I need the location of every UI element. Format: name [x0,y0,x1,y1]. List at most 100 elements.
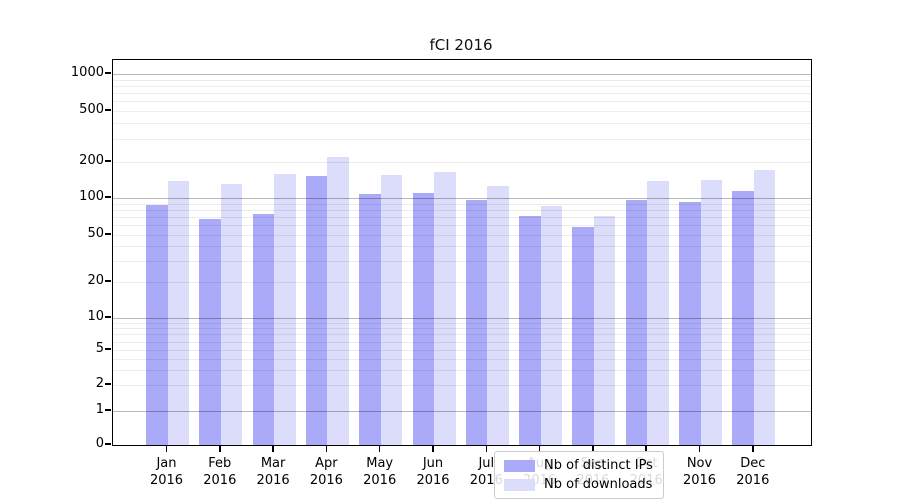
y-tick-mark [105,280,111,282]
x-tick-mark [432,446,434,452]
gridline-minor [113,322,811,324]
y-tick-label: 200 [79,153,104,168]
gridline-minor [113,101,811,103]
x-tick-label: Feb 2016 [203,456,237,488]
gridline-minor [113,139,811,141]
y-tick-label: 1 [95,402,104,417]
gridline-minor [113,235,811,236]
y-tick-mark [105,316,111,318]
y-tick-mark [105,383,111,385]
y-tick-label: 1000 [70,65,104,80]
legend-item-distinct-ips: Nb of distinct IPs [504,458,653,473]
x-tick-mark [538,446,541,452]
bar-downloads-aug [540,206,563,445]
x-tick-label: Apr 2016 [309,456,343,488]
x-tick-label: Mar 2016 [256,456,290,488]
legend: Nb of distinct IPs Nb of downloads [494,451,664,499]
gridline-major [113,74,811,75]
gridline-minor [113,79,811,81]
bar-downloads-jan [167,181,189,445]
y-tick-mark [105,72,111,74]
gridline-minor [113,341,811,343]
y-tick-mark [105,196,111,198]
gridline-minor [113,162,811,163]
gridline-minor [113,369,811,371]
gridline-minor [113,111,811,112]
y-tick-label: 500 [79,102,104,117]
gridline-minor [113,261,811,263]
y-tick-label: 2 [95,376,104,391]
y-tick-label: 5 [95,341,104,356]
bar-distinct-ips-mar [252,214,275,445]
y-tick-mark [105,233,111,235]
y-tick-mark [105,109,111,111]
x-tick-mark [219,446,221,452]
gridline-minor [113,385,811,386]
bar-downloads-apr [327,156,349,445]
gridline-minor [113,203,811,205]
plot-area: Nb of distinct IPs Nb of downloads [112,59,812,499]
bar-downloads-oct [647,181,669,445]
bar-downloads-feb [220,183,243,445]
gridline-minor [113,93,811,95]
gridline-minor [113,246,811,248]
gridline-minor [113,225,811,227]
y-tick-label: 0 [95,436,104,451]
gridline-minor [113,328,811,330]
bar-downloads-dec [753,169,776,445]
bar-distinct-ips-jan [146,204,168,445]
y-tick-label: 10 [87,309,104,324]
bar-distinct-ips-feb [199,218,221,445]
bar-distinct-ips-apr [305,176,328,445]
x-tick-mark [378,446,381,452]
y-tick-label: 100 [79,189,104,204]
bar-distinct-ips-may [359,194,381,445]
x-tick-mark [698,446,701,452]
bar-downloads-jun [434,171,456,445]
chart-title: fCI 2016 [429,36,493,54]
legend-label-distinct-ips: Nb of distinct IPs [544,458,653,473]
y-tick-label: 50 [87,226,104,241]
gridline-minor [113,350,811,351]
y-tick-label: 20 [87,273,104,288]
x-tick-mark [645,446,647,452]
bar-distinct-ips-jul [465,199,488,445]
gridline-minor [113,282,811,283]
x-tick-label: Jun 2016 [416,456,450,488]
gridline-minor [113,358,811,360]
gridline-major [113,318,811,319]
legend-swatch-downloads [504,478,535,491]
bar-distinct-ips-jun [412,193,434,445]
x-tick-mark [592,446,594,452]
gridline-major [113,198,811,199]
x-tick-label: Dec 2016 [736,456,770,488]
x-tick-mark [165,446,168,452]
legend-label-downloads: Nb of downloads [544,477,653,492]
bar-distinct-ips-sep [572,227,594,445]
y-tick-mark [105,409,111,411]
gridline-minor [113,85,811,87]
x-tick-label: Nov 2016 [682,456,717,488]
y-tick-mark [105,443,111,445]
y-tick-mark [105,348,111,350]
bar-downloads-may [380,174,403,445]
bar-distinct-ips-aug [519,216,541,445]
gridline-minor [113,217,811,219]
x-tick-label: May 2016 [363,456,397,488]
bar-distinct-ips-dec [732,190,754,445]
bar-downloads-mar [274,174,296,445]
bar-downloads-sep [593,215,616,445]
bar-distinct-ips-oct [625,200,648,445]
legend-swatch-distinct-ips [504,459,535,472]
x-tick-mark [325,446,328,452]
gridline-minor [113,334,811,336]
x-tick-mark [485,446,488,452]
bar-downloads-jul [487,185,509,445]
bar-downloads-nov [700,179,722,445]
legend-item-downloads: Nb of downloads [504,477,653,492]
gridline-major [113,411,811,412]
x-tick-mark [272,446,274,452]
x-tick-label: Jan 2016 [149,456,184,488]
bar-distinct-ips-nov [679,201,701,445]
